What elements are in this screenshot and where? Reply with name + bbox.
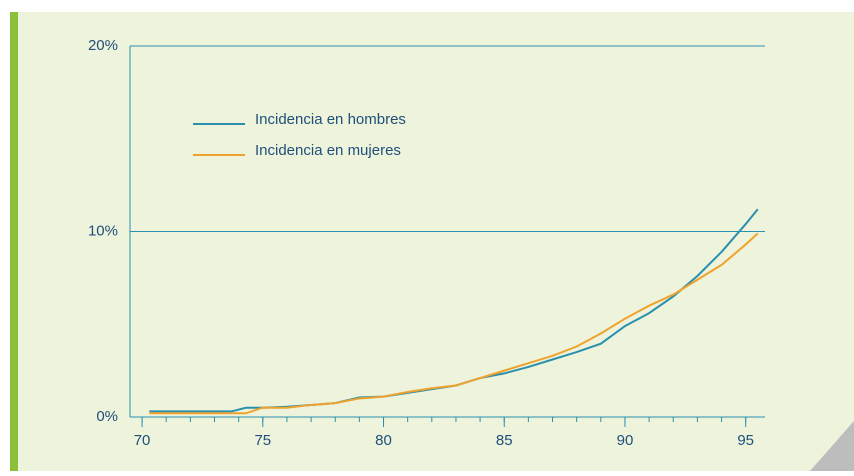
- legend-label: Incidencia en mujeres: [255, 142, 401, 159]
- y-tick-label: 10%: [88, 222, 118, 239]
- x-tick-label: 90: [617, 432, 634, 449]
- accent-bar: [10, 12, 18, 471]
- x-tick-label: 80: [375, 432, 392, 449]
- page-curl: [810, 421, 854, 471]
- legend-label: Incidencia en hombres: [255, 111, 406, 128]
- x-tick-label: 70: [134, 432, 151, 449]
- panel: [10, 12, 854, 471]
- x-tick-label: 95: [737, 432, 754, 449]
- x-tick-label: 75: [254, 432, 271, 449]
- series-line: [149, 232, 759, 415]
- y-tick-label: 0%: [96, 408, 118, 425]
- y-tick-label: 20%: [88, 37, 118, 54]
- x-tick-label: 85: [496, 432, 513, 449]
